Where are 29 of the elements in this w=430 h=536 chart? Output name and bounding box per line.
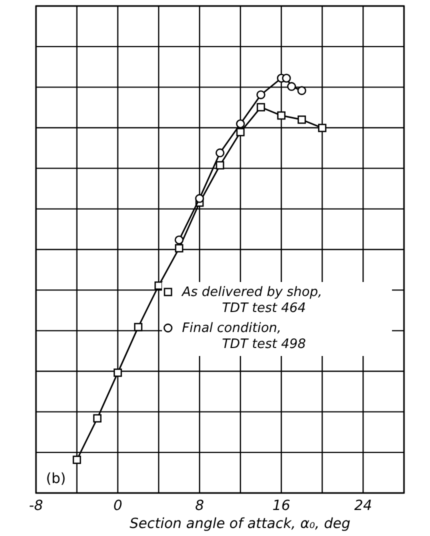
point (287, 82, 296, 91)
point (114, 368, 122, 377)
point (318, 124, 326, 132)
point (174, 244, 184, 252)
point (195, 194, 204, 203)
point (277, 111, 286, 120)
point (174, 236, 184, 244)
point (256, 90, 266, 100)
x-tick-label: -8 (29, 498, 44, 514)
point (298, 116, 306, 124)
point (93, 414, 102, 422)
x-axis-title: Section angle of attack, α₀, deg (130, 516, 350, 532)
point (216, 148, 224, 158)
x-tick-label: 8 (195, 498, 204, 514)
x-tick-label: 16 (272, 498, 290, 514)
point (216, 161, 224, 170)
point (297, 86, 306, 96)
point (72, 456, 82, 464)
point (256, 103, 266, 112)
annotation: (b) (46, 471, 66, 487)
point (236, 128, 245, 136)
point (282, 74, 291, 83)
x-tick-label: 0 (113, 498, 122, 514)
x-tick-label: 24 (354, 498, 372, 514)
legend-label: Final condition, TDT test 498 (182, 321, 306, 352)
point (236, 119, 245, 128)
legend-label: As delivered by shop, TDT test 464 (181, 285, 322, 316)
point (134, 322, 142, 332)
point (154, 281, 163, 290)
